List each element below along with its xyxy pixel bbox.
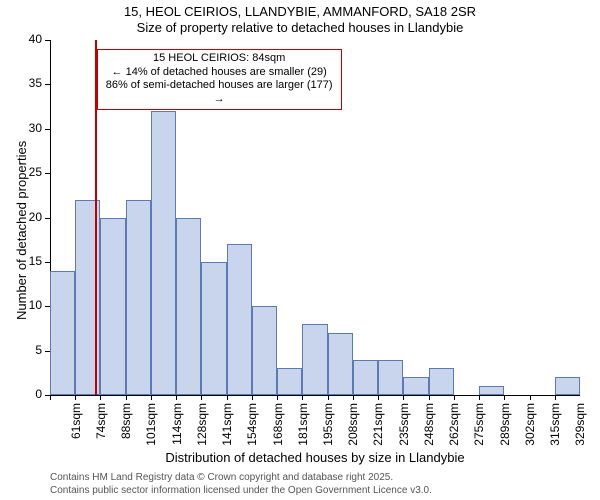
x-tick-label: 61sqm <box>69 403 83 453</box>
y-tick-label: 30 <box>18 121 42 135</box>
histogram-bar <box>378 360 403 396</box>
x-tick-label: 101sqm <box>144 403 158 453</box>
x-tick <box>454 395 455 400</box>
x-tick <box>100 395 101 400</box>
histogram-bar <box>227 244 252 395</box>
y-tick <box>45 173 50 174</box>
chart-subtitle: Size of property relative to detached ho… <box>0 20 600 35</box>
x-tick <box>176 395 177 400</box>
x-tick-label: 302sqm <box>523 403 537 453</box>
x-tick <box>227 395 228 400</box>
histogram-bar <box>201 262 226 395</box>
x-axis-label: Distribution of detached houses by size … <box>50 450 580 465</box>
x-tick-label: 154sqm <box>245 403 259 453</box>
x-tick <box>429 395 430 400</box>
x-tick-label: 221sqm <box>371 403 385 453</box>
x-tick-label: 128sqm <box>195 403 209 453</box>
histogram-bar <box>353 360 378 396</box>
histogram-bar <box>479 386 504 395</box>
x-tick-label: 235sqm <box>397 403 411 453</box>
histogram-bar <box>328 333 353 395</box>
x-tick <box>126 395 127 400</box>
histogram-bar <box>302 324 327 395</box>
x-tick-label: 248sqm <box>422 403 436 453</box>
histogram-bar <box>151 111 176 395</box>
histogram-bar <box>403 377 428 395</box>
x-tick <box>555 395 556 400</box>
y-tick <box>45 262 50 263</box>
x-tick <box>252 395 253 400</box>
histogram-bar <box>75 200 100 395</box>
y-tick <box>45 40 50 41</box>
histogram-bar <box>126 200 151 395</box>
histogram-bar <box>50 271 75 395</box>
credits-line-1: Contains HM Land Registry data © Crown c… <box>50 472 393 483</box>
y-tick-label: 35 <box>18 76 42 90</box>
x-tick-label: 141sqm <box>220 403 234 453</box>
histogram-bar <box>429 368 454 395</box>
x-tick <box>302 395 303 400</box>
x-tick-label: 329sqm <box>573 403 587 453</box>
y-tick-label: 25 <box>18 165 42 179</box>
credits-line-2: Contains public sector information licen… <box>50 485 432 496</box>
histogram-bar <box>555 377 580 395</box>
y-tick-label: 20 <box>18 210 42 224</box>
x-tick <box>201 395 202 400</box>
annotation-line: ← 14% of detached houses are smaller (29… <box>102 66 337 80</box>
y-tick-label: 15 <box>18 254 42 268</box>
histogram-bar <box>100 218 125 396</box>
x-tick-label: 88sqm <box>119 403 133 453</box>
x-tick <box>75 395 76 400</box>
y-tick-label: 0 <box>18 387 42 401</box>
x-tick <box>151 395 152 400</box>
y-tick-label: 40 <box>18 32 42 46</box>
x-tick-label: 195sqm <box>321 403 335 453</box>
x-tick-label: 181sqm <box>296 403 310 453</box>
x-tick-label: 74sqm <box>94 403 108 453</box>
y-tick-label: 10 <box>18 298 42 312</box>
x-tick <box>504 395 505 400</box>
x-tick-label: 275sqm <box>472 403 486 453</box>
x-tick <box>403 395 404 400</box>
chart-container: 15, HEOL CEIRIOS, LLANDYBIE, AMMANFORD, … <box>0 0 600 500</box>
x-tick-label: 114sqm <box>170 403 184 453</box>
x-tick <box>328 395 329 400</box>
histogram-bar <box>277 368 302 395</box>
y-tick <box>45 218 50 219</box>
annotation-line: 86% of semi-detached houses are larger (… <box>102 79 337 107</box>
y-tick <box>45 84 50 85</box>
y-tick <box>45 129 50 130</box>
y-tick-label: 5 <box>18 343 42 357</box>
x-axis-line <box>50 395 580 396</box>
annotation-box: 15 HEOL CEIRIOS: 84sqm← 14% of detached … <box>97 49 342 110</box>
x-tick <box>50 395 51 400</box>
x-tick <box>479 395 480 400</box>
x-tick-label: 208sqm <box>346 403 360 453</box>
annotation-line: 15 HEOL CEIRIOS: 84sqm <box>102 52 337 66</box>
histogram-bar <box>252 306 277 395</box>
x-tick-label: 289sqm <box>498 403 512 453</box>
x-tick <box>530 395 531 400</box>
plot-area: 051015202530354061sqm74sqm88sqm101sqm114… <box>50 40 580 395</box>
x-tick-label: 315sqm <box>548 403 562 453</box>
x-tick-label: 262sqm <box>447 403 461 453</box>
histogram-bar <box>176 218 201 396</box>
chart-title: 15, HEOL CEIRIOS, LLANDYBIE, AMMANFORD, … <box>0 4 600 19</box>
x-tick <box>353 395 354 400</box>
x-tick-label: 168sqm <box>271 403 285 453</box>
x-tick <box>378 395 379 400</box>
x-tick <box>277 395 278 400</box>
